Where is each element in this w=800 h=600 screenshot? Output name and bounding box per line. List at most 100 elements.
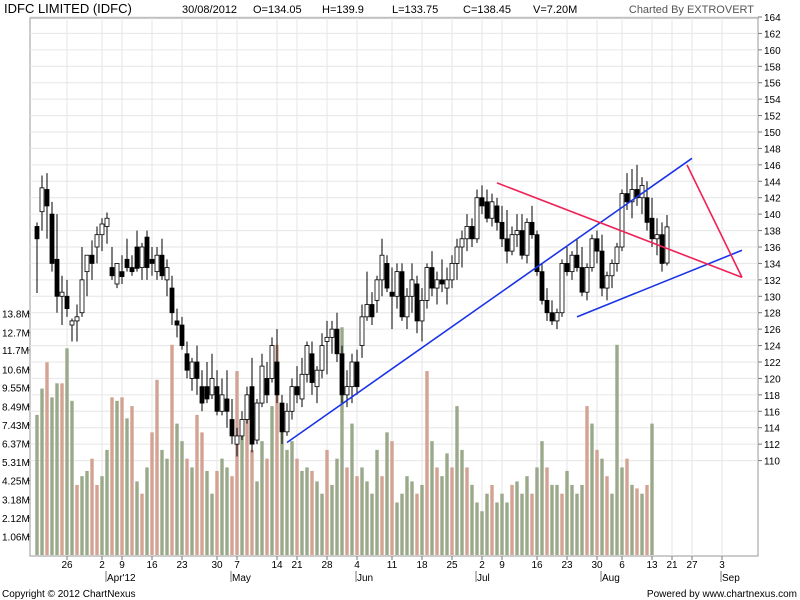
price-tick-label: 130 bbox=[764, 292, 781, 303]
price-candle bbox=[464, 214, 470, 252]
price-candle bbox=[109, 247, 115, 280]
date-tick-label: 11 bbox=[387, 560, 398, 571]
price-candle bbox=[89, 240, 95, 280]
price-tick-label: 164 bbox=[764, 13, 781, 24]
volume-bar bbox=[190, 467, 194, 555]
volume-bar bbox=[50, 397, 54, 555]
candle-body-down bbox=[644, 197, 650, 223]
candle-body-up bbox=[209, 378, 215, 396]
candle-body-up bbox=[164, 267, 170, 281]
candle-body-up bbox=[239, 419, 245, 437]
volume-bar bbox=[165, 458, 169, 555]
volume-bar bbox=[95, 484, 99, 555]
volume-bar bbox=[175, 423, 179, 555]
price-candle bbox=[324, 320, 330, 375]
date-tick-label: 9 bbox=[119, 560, 125, 571]
volume-bar bbox=[150, 432, 154, 555]
volume-bar bbox=[450, 467, 454, 555]
volume-bar bbox=[595, 449, 599, 555]
candle-body-down bbox=[264, 378, 270, 396]
price-candle bbox=[509, 226, 515, 256]
candle-body-up bbox=[349, 361, 355, 388]
candle-body-down bbox=[549, 312, 555, 322]
volume-bar bbox=[430, 441, 434, 555]
candle-body-down bbox=[119, 271, 125, 277]
candle-body-up bbox=[259, 365, 265, 404]
candle-body-up bbox=[299, 373, 305, 400]
candle-body-down bbox=[144, 236, 150, 268]
price-candle bbox=[474, 189, 480, 243]
price-candle bbox=[569, 251, 575, 280]
candle-body-down bbox=[659, 234, 665, 264]
price-tick-label: 112 bbox=[764, 440, 780, 451]
volume-bar bbox=[155, 379, 159, 555]
price-candle bbox=[384, 255, 390, 293]
price-candle bbox=[469, 218, 475, 247]
volume-bar bbox=[255, 481, 259, 555]
price-tick-label: 138 bbox=[764, 227, 781, 238]
price-candle bbox=[104, 212, 110, 244]
volume-bar bbox=[70, 400, 74, 555]
candle-body-down bbox=[484, 201, 490, 219]
price-candle bbox=[549, 300, 555, 326]
candle-body-down bbox=[214, 386, 220, 412]
candle-body-down bbox=[354, 361, 360, 388]
price-tick-label: 134 bbox=[764, 259, 781, 270]
price-candle bbox=[194, 345, 200, 395]
volume-bar bbox=[220, 458, 224, 555]
candle-body-down bbox=[429, 267, 435, 289]
price-candle bbox=[649, 197, 655, 247]
price-tick-label: 118 bbox=[764, 391, 780, 402]
volume-bar bbox=[420, 484, 424, 555]
price-candle bbox=[129, 255, 135, 276]
volume-bar bbox=[600, 458, 604, 555]
price-candle bbox=[329, 320, 335, 354]
price-candle bbox=[39, 175, 45, 231]
candle-body-up bbox=[94, 234, 100, 248]
volume-bar bbox=[545, 467, 549, 555]
price-candle bbox=[59, 275, 65, 326]
volume-bar bbox=[355, 476, 359, 555]
volume-bar bbox=[195, 414, 199, 555]
candle-body-up bbox=[394, 271, 400, 297]
candle-body-up bbox=[619, 193, 625, 248]
volume-bar bbox=[400, 493, 404, 555]
volume-bar bbox=[375, 449, 379, 555]
price-tick-label: 126 bbox=[764, 325, 781, 336]
candle-body-down bbox=[34, 226, 40, 240]
price-candle bbox=[284, 403, 290, 436]
price-candle bbox=[189, 357, 195, 391]
candle-body-up bbox=[254, 402, 260, 441]
price-candle bbox=[209, 353, 215, 399]
volume-bar bbox=[115, 400, 119, 555]
candle-body-up bbox=[219, 394, 225, 412]
volume-bar bbox=[415, 493, 419, 555]
date-tick-label: 3 bbox=[719, 560, 725, 571]
candle-body-up bbox=[629, 189, 635, 203]
volume-bar bbox=[315, 481, 319, 555]
candle-body-down bbox=[564, 263, 570, 273]
volume-bar bbox=[635, 488, 639, 555]
volume-bar bbox=[510, 484, 514, 555]
candle-body-up bbox=[604, 275, 610, 289]
candle-body-down bbox=[414, 283, 420, 322]
price-candle bbox=[444, 267, 450, 305]
volume-bar bbox=[235, 371, 239, 555]
volume-bar bbox=[390, 441, 394, 555]
candle-body-up bbox=[59, 291, 65, 297]
triangle-lower-line bbox=[576, 249, 743, 318]
date-tick-label: 21 bbox=[666, 560, 678, 571]
header-low: L=133.75 bbox=[392, 4, 438, 16]
price-candle bbox=[299, 357, 305, 408]
candle-body-up bbox=[524, 221, 530, 256]
price-candle bbox=[64, 279, 70, 317]
volume-bar bbox=[535, 467, 539, 555]
date-tick-label: 16 bbox=[531, 560, 543, 571]
volume-bars bbox=[35, 327, 654, 555]
price-candle bbox=[279, 394, 285, 445]
candle-body-down bbox=[204, 386, 210, 400]
candle-body-up bbox=[374, 279, 380, 301]
candle-body-up bbox=[359, 316, 365, 346]
volume-bar bbox=[520, 493, 524, 555]
candle-body-up bbox=[584, 267, 590, 293]
